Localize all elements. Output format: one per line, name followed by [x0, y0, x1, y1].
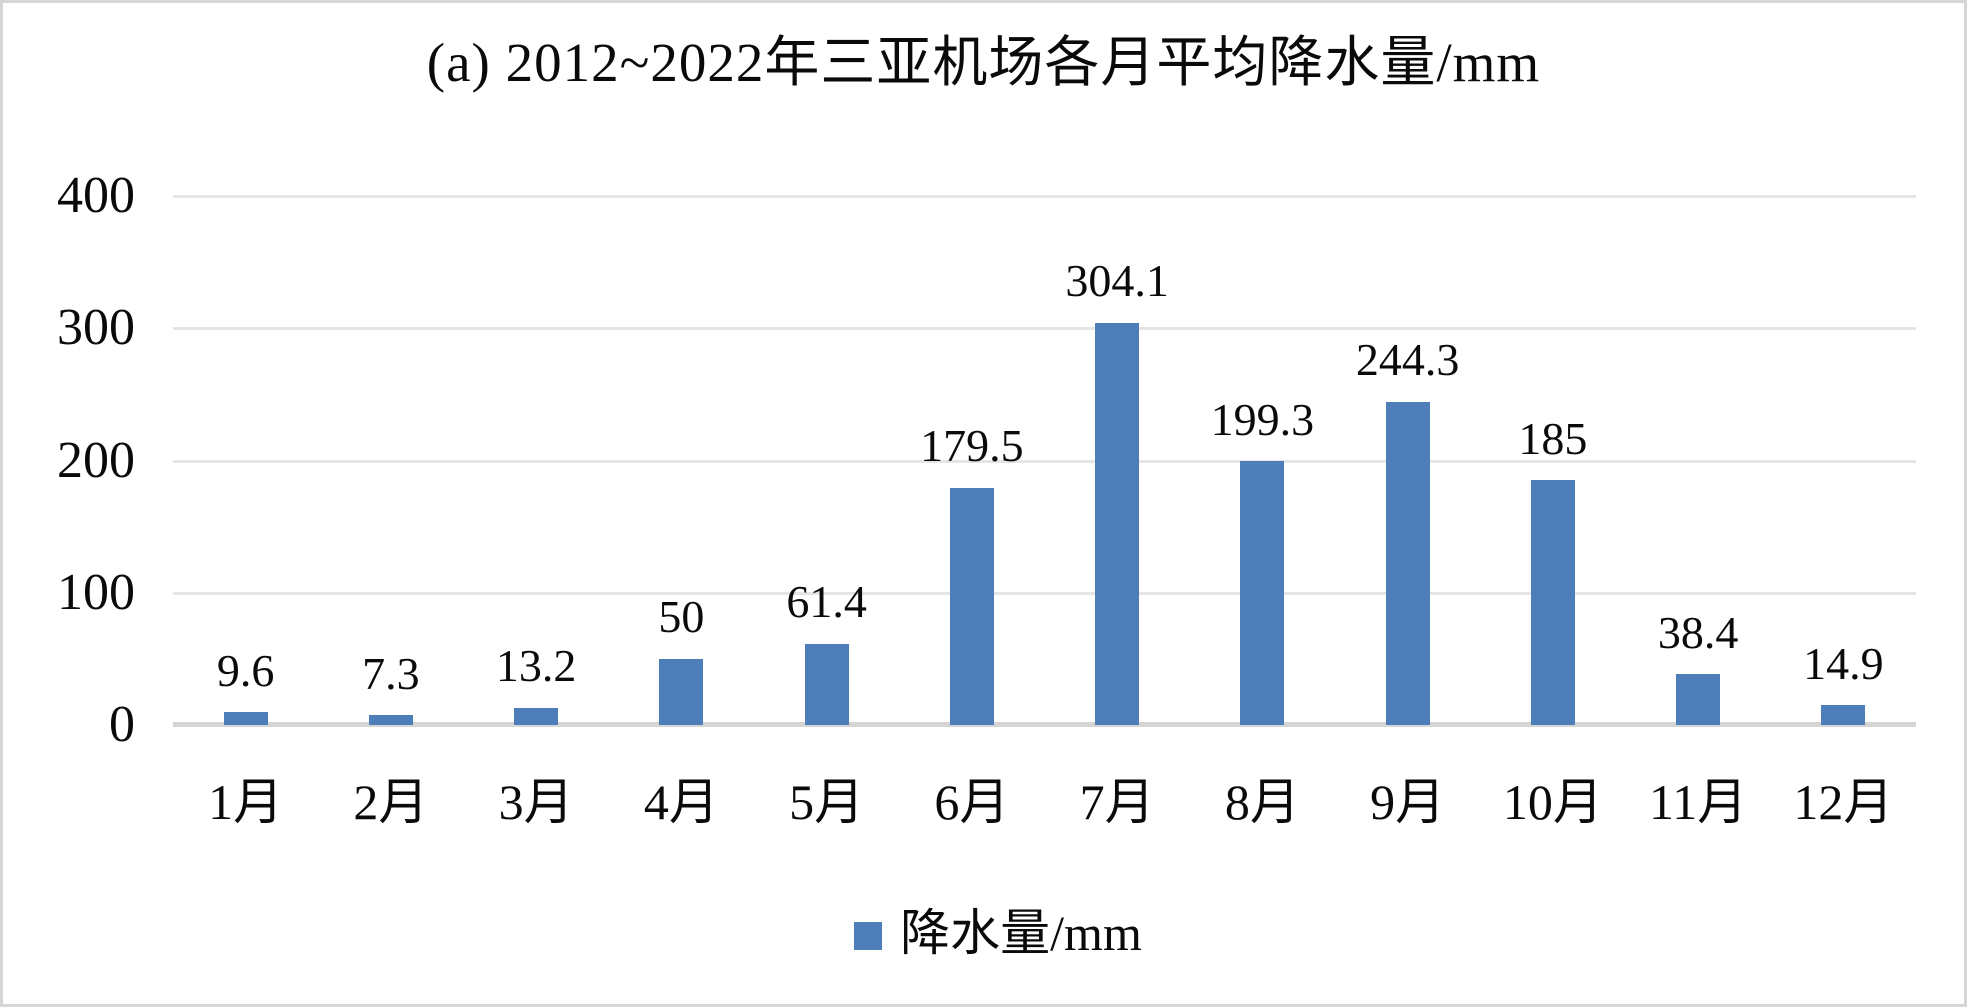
gridline	[173, 195, 1916, 198]
value-label: 9.6	[216, 644, 275, 696]
bar-8月	[1240, 461, 1285, 725]
bar-5月	[804, 643, 849, 725]
x-tick-label: 4月	[643, 774, 719, 830]
value-label: 179.5	[920, 420, 1024, 472]
x-tick-label: 12月	[1793, 774, 1894, 830]
x-tick-label: 8月	[1224, 774, 1300, 830]
bar-3月	[514, 707, 559, 725]
gridline	[173, 591, 1916, 595]
legend-label: 降水量/mm	[900, 905, 1142, 961]
bar-9月	[1385, 401, 1430, 725]
bar-2月	[368, 715, 413, 725]
x-tick-label: 1月	[208, 774, 284, 830]
bar-10月	[1530, 480, 1575, 725]
bar-11月	[1676, 674, 1721, 725]
bar-12月	[1821, 705, 1866, 725]
value-label: 50	[658, 591, 705, 643]
value-label: 244.3	[1355, 334, 1460, 386]
value-label: 61.4	[786, 576, 867, 628]
bar-6月	[949, 487, 994, 725]
x-tick-label: 5月	[789, 774, 865, 830]
value-label: 199.3	[1210, 393, 1315, 445]
y-tick-label: 100	[57, 563, 135, 621]
x-axis-line	[173, 722, 1916, 727]
value-label: 13.2	[495, 639, 577, 691]
bar-1月	[223, 712, 268, 725]
legend: 降水量/mm	[3, 905, 1964, 961]
x-tick-label: 2月	[353, 774, 429, 830]
gridline	[173, 327, 1916, 331]
gridline	[173, 459, 1916, 463]
chart-title: (a) 2012~2022年三亚机场各月平均降水量/mm	[426, 32, 1541, 93]
legend-swatch-icon	[854, 921, 883, 950]
bar-7月	[1095, 322, 1140, 725]
value-label: 304.1	[1065, 255, 1169, 307]
y-tick-label: 200	[57, 431, 135, 489]
value-label: 185	[1518, 412, 1588, 464]
x-tick-label: 10月	[1502, 774, 1603, 830]
y-tick-label: 400	[57, 167, 135, 224]
y-tick-label: 300	[57, 299, 135, 357]
value-label: 7.3	[362, 647, 420, 699]
x-tick-label: 9月	[1370, 774, 1446, 830]
plot-area: 9.6 7.3 13.2 50 61.4 179.5 304.1 199.3 244.3 185 3…	[173, 195, 1916, 727]
value-label: 38.4	[1657, 606, 1739, 658]
x-tick-label: 7月	[1079, 774, 1155, 830]
bar-4月	[659, 658, 704, 725]
y-tick-label: 0	[109, 696, 135, 753]
value-label: 14.9	[1803, 637, 1884, 689]
x-tick-label: 11月	[1649, 774, 1748, 830]
x-tick-label: 6月	[934, 774, 1010, 830]
x-tick-label: 3月	[498, 774, 574, 830]
